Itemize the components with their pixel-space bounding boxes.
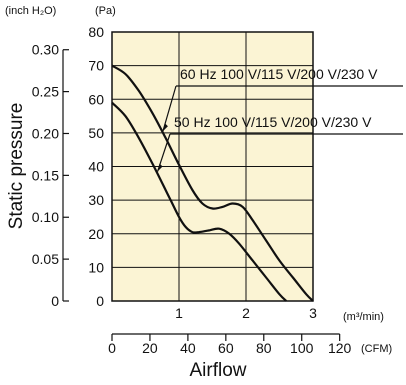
y-axis-title: Static pressure (6, 103, 27, 230)
series-label-60hz: 60 Hz 100 V/115 V/200 V/230 V (180, 66, 378, 82)
y-unit-pa-label: (Pa) (95, 5, 116, 17)
y-tick-label-inch: 0.05 (32, 251, 59, 267)
y-tick-label-pa: 0 (96, 293, 104, 309)
series-line-60hz (111, 64, 314, 302)
x-tick-label-cfm: 60 (218, 340, 234, 356)
grid-lines (112, 32, 313, 301)
y-tick-label-inch: 0.20 (32, 125, 59, 141)
series-lines (111, 64, 314, 302)
y-tick-label-pa: 70 (88, 58, 104, 74)
y-tick-label-pa: 30 (88, 192, 104, 208)
x-unit-m3-label: (m³/min) (343, 311, 384, 323)
y-tick-label-inch: 0.10 (32, 209, 59, 225)
y-tick-label-inch: 0.15 (32, 167, 59, 183)
y-tick-label-inch: 0 (51, 293, 59, 309)
x-tick-label-cfm: 120 (328, 340, 352, 356)
y-tick-label-pa: 10 (88, 259, 104, 275)
y-tick-label-inch: 0.25 (32, 84, 59, 100)
axes: 0102030405060708000.050.100.150.200.250.… (32, 24, 352, 356)
x-tick-label-m3: 1 (175, 305, 183, 321)
y-tick-label-pa: 80 (88, 24, 104, 40)
x-tick-label-m3: 3 (309, 305, 317, 321)
y-tick-label-pa: 60 (88, 91, 104, 107)
x-tick-label-cfm: 100 (290, 340, 314, 356)
x-tick-label-cfm: 20 (142, 340, 158, 356)
y-tick-label-pa: 40 (88, 159, 104, 175)
x-tick-label-cfm: 80 (256, 340, 272, 356)
x-axis-title: Airflow (189, 360, 246, 381)
x-tick-label-m3: 2 (242, 305, 250, 321)
x-tick-label-cfm: 40 (180, 340, 196, 356)
y-unit-inch-label: (inch H₂O) (5, 5, 56, 17)
series-leader-arrow (162, 123, 168, 132)
y-tick-label-pa: 50 (88, 125, 104, 141)
series-leader-arrow (157, 163, 163, 172)
y-tick-label-inch: 0.30 (32, 42, 59, 58)
y-tick-label-pa: 20 (88, 226, 104, 242)
series-label-50hz: 50 Hz 100 V/115 V/200 V/230 V (174, 114, 372, 130)
x-tick-label-cfm: 0 (108, 340, 116, 356)
series-labels: 60 Hz 100 V/115 V/200 V/230 V 50 Hz 100 V… (156, 66, 403, 172)
x-unit-cfm-label: (CFM) (361, 343, 392, 355)
series-line-50hz (111, 101, 287, 302)
